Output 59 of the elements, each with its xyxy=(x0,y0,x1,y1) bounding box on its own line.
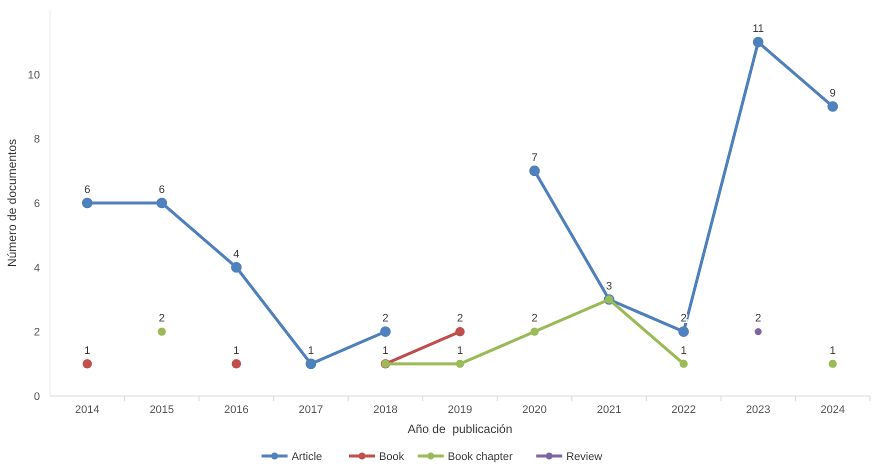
y-tick-label: 6 xyxy=(34,198,40,210)
x-tick-label: 2020 xyxy=(522,404,547,416)
point xyxy=(529,166,540,176)
data-label: 3 xyxy=(606,280,612,292)
x-tick-label: 2022 xyxy=(671,404,696,416)
data-label: 1 xyxy=(308,344,314,357)
data-label: 1 xyxy=(680,344,687,357)
x-tick-label: 2024 xyxy=(820,404,845,416)
data-label: 9 xyxy=(830,88,836,100)
data-label: 11 xyxy=(752,23,764,36)
data-label: 1 xyxy=(84,344,90,357)
x-tick-label: 2015 xyxy=(150,404,174,416)
point xyxy=(82,198,93,208)
data-label: 1 xyxy=(233,344,240,357)
point xyxy=(530,328,539,336)
data-label: 6 xyxy=(84,184,90,196)
x-axis-title: Año de publicación xyxy=(408,422,512,436)
point xyxy=(231,262,242,273)
point xyxy=(306,358,316,370)
point xyxy=(827,101,838,112)
x-tick-label: 2021 xyxy=(596,404,622,416)
legend-label: Book xyxy=(379,451,405,463)
data-label: 2 xyxy=(531,312,538,325)
point xyxy=(828,360,837,368)
data-label: 2 xyxy=(158,312,165,325)
point xyxy=(678,326,689,337)
point xyxy=(156,198,168,208)
point xyxy=(380,326,391,337)
legend-label: Article xyxy=(292,451,322,463)
legend-label: Book chapter xyxy=(448,451,513,463)
data-label: 4 xyxy=(233,248,240,260)
y-tick-label: 0 xyxy=(34,391,40,403)
y-tick-label: 2 xyxy=(34,326,40,339)
point xyxy=(455,326,465,336)
data-label: 2 xyxy=(456,312,464,325)
x-tick-label: 2019 xyxy=(448,404,472,416)
point xyxy=(232,359,242,369)
point xyxy=(456,360,464,368)
data-label: 1 xyxy=(382,344,389,357)
data-label: 1 xyxy=(830,344,836,357)
point xyxy=(82,359,92,369)
y-tick-label: 10 xyxy=(28,69,40,82)
x-tick-label: 2017 xyxy=(298,404,324,416)
point xyxy=(752,36,764,48)
point xyxy=(680,360,688,368)
x-tick-label: 2018 xyxy=(373,404,398,416)
y-tick-label: 4 xyxy=(34,262,40,274)
x-tick-label: 2023 xyxy=(746,404,770,416)
x-tick-label: 2016 xyxy=(224,404,249,416)
data-label: 6 xyxy=(158,184,165,196)
data-label: 7 xyxy=(531,152,538,164)
y-axis-title: Número de documentos xyxy=(5,138,19,268)
legend-label: Review xyxy=(566,451,602,463)
data-label: 2 xyxy=(755,312,762,325)
point xyxy=(158,328,166,336)
data-label: 1 xyxy=(456,344,464,357)
data-label: 2 xyxy=(382,312,389,325)
y-tick-label: 8 xyxy=(34,134,40,146)
x-tick-label: 2014 xyxy=(75,404,100,416)
